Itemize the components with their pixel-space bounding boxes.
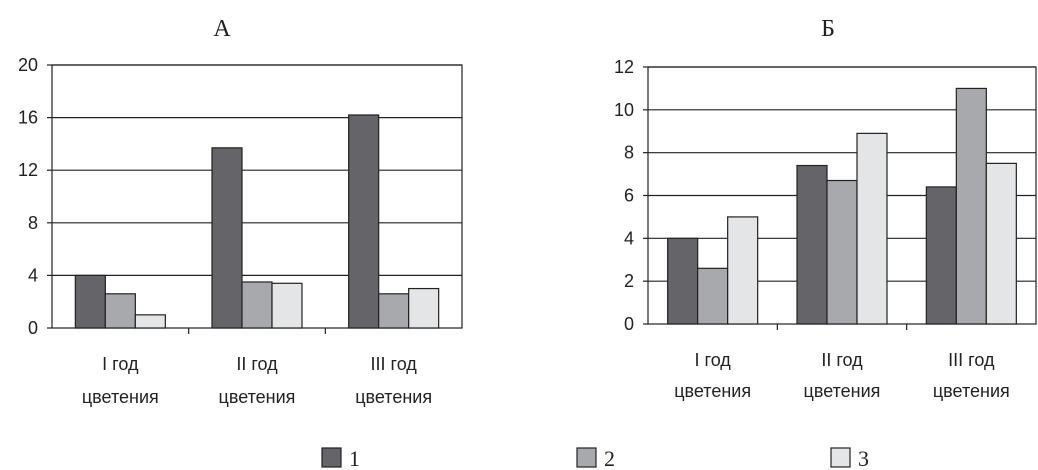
chart-b-bar: [826, 179, 858, 325]
chart-a-category-label: цветения: [219, 387, 296, 407]
chart-a-ytick-label: 0: [28, 318, 38, 338]
chart-a-bar: [74, 274, 106, 329]
chart-b-bar: [796, 164, 828, 325]
legend-label-1: 1: [349, 446, 360, 470]
chart-a-title: А: [213, 16, 231, 42]
chart-b-title: Б: [821, 16, 835, 42]
chart-a-category-label: I год: [102, 354, 139, 374]
chart-a-category-label: III год: [371, 354, 418, 374]
chart-a: А 0 4 8 12 16 20 I год цветения II год цветения II…: [18, 16, 463, 407]
legend: 1 2 3: [321, 446, 869, 470]
chart-a-bar: [348, 114, 380, 329]
legend-swatch-3: [830, 447, 851, 468]
chart-b-category-label: цветения: [674, 381, 751, 401]
chart-a-category-label: II год: [236, 354, 278, 374]
chart-a-bar: [378, 293, 410, 329]
chart-a-ytick-label: 4: [28, 265, 38, 285]
chart-b-ytick-label: 2: [624, 271, 634, 291]
chart-b-ytick-label: 4: [624, 228, 634, 248]
legend-swatch-1: [321, 447, 342, 468]
chart-b-bar: [925, 186, 957, 325]
chart-a-ytick-label: 12: [18, 160, 38, 180]
chart-a-category-label: цветения: [82, 387, 159, 407]
chart-b-bar: [667, 237, 699, 325]
chart-a-ytick-label: 8: [28, 213, 38, 233]
chart-b: Б 0 2 4 6 8 10 12 I год цветения II год цветения II…: [614, 16, 1037, 401]
legend-label-2: 2: [604, 446, 615, 470]
chart-a-bar: [408, 287, 440, 329]
chart-b-ytick-label: 8: [624, 143, 634, 163]
chart-a-bar: [211, 147, 243, 329]
chart-b-category-label: цветения: [933, 381, 1010, 401]
chart-a-ytick-label: 16: [18, 108, 38, 128]
chart-b-ytick-label: 0: [624, 314, 634, 334]
chart-a-bar: [241, 281, 273, 329]
chart-b-bar: [985, 162, 1017, 325]
chart-b-bar: [727, 216, 759, 325]
chart-a-bar: [134, 314, 166, 329]
legend-swatch-2: [576, 447, 597, 468]
chart-b-bar: [856, 132, 888, 325]
chart-a-category-label: цветения: [355, 387, 432, 407]
chart-b-bar: [697, 267, 729, 325]
chart-b-category-label: цветения: [804, 381, 881, 401]
chart-b-ytick-label: 10: [614, 100, 634, 120]
chart-b-category-label: III год: [948, 350, 995, 370]
chart-b-category-label: I год: [695, 350, 732, 370]
chart-a-bar: [104, 293, 136, 329]
chart-b-bar: [955, 87, 987, 325]
chart-b-ytick-label: 6: [624, 186, 634, 206]
legend-label-3: 3: [858, 446, 869, 470]
chart-b-category-label: II год: [821, 350, 863, 370]
chart-a-ytick-label: 20: [18, 55, 38, 75]
chart-b-ytick-label: 12: [614, 57, 634, 77]
chart-a-bar: [271, 282, 303, 329]
